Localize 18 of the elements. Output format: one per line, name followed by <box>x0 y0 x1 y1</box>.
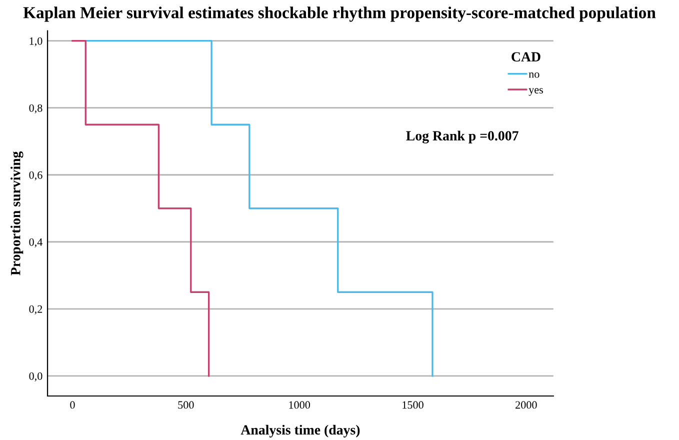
x-tick-label: 2000 <box>516 401 537 409</box>
x-tick-label: 0 <box>70 401 75 409</box>
y-tick-label: 0,2 <box>29 305 42 314</box>
chart-title: Kaplan Meier survival estimates shockable rhythm propensity-score-matched population <box>23 6 656 22</box>
x-axis-title: Analysis time (days) <box>240 424 360 438</box>
y-tick-label: 0,6 <box>29 171 42 180</box>
y-axis-title: Proportion surviving <box>10 151 24 276</box>
annotation: Log Rank p =0.007 <box>406 130 518 144</box>
legend-label: no <box>528 72 540 78</box>
y-tick-label: 0,8 <box>29 104 42 114</box>
x-tick-label: 1500 <box>402 401 424 409</box>
legend-title: CAD <box>512 52 540 62</box>
x-tick-label: 500 <box>178 401 194 409</box>
y-tick-label: 1,0 <box>30 37 42 46</box>
legend-label: yes <box>528 88 543 96</box>
x-tick-label: 1000 <box>289 401 310 409</box>
y-tick-label: 0,0 <box>29 372 42 382</box>
y-tick-label: 0,4 <box>29 238 42 248</box>
